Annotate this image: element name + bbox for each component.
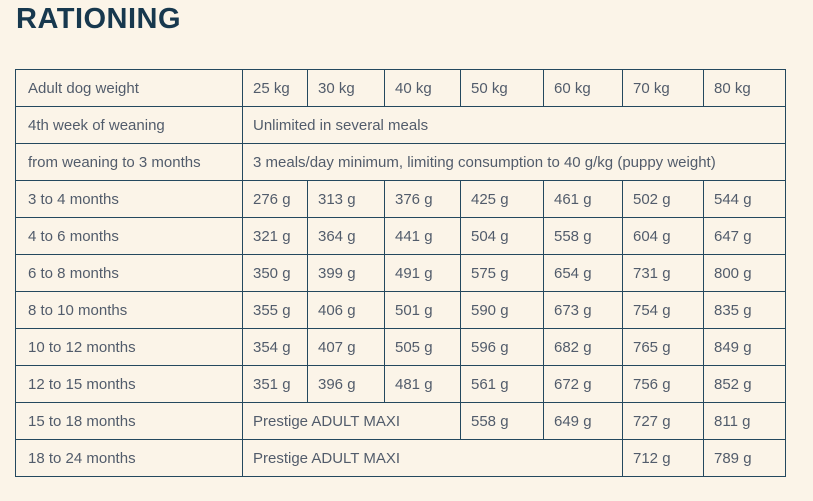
weight-header-cell: 70 kg: [622, 69, 704, 107]
ration-cell: 558 g: [543, 217, 623, 255]
product-cell: Prestige ADULT MAXI: [242, 439, 623, 477]
row-label: 3 to 4 months: [15, 180, 243, 218]
ration-cell: 313 g: [307, 180, 385, 218]
ration-cell: 575 g: [460, 254, 544, 292]
page-title: RATIONING: [16, 3, 182, 35]
table-row-12-to-15-months: 12 to 15 months 351 g 396 g 481 g 561 g …: [15, 365, 786, 403]
table-row-8-to-10-months: 8 to 10 months 355 g 406 g 501 g 590 g 6…: [15, 291, 786, 329]
ration-cell: 849 g: [703, 328, 786, 366]
ration-cell: 376 g: [384, 180, 461, 218]
ration-cell: 800 g: [703, 254, 786, 292]
ration-cell: 364 g: [307, 217, 385, 255]
ration-cell: 354 g: [242, 328, 308, 366]
row-label: from weaning to 3 months: [15, 143, 243, 181]
note-cell: Unlimited in several meals: [242, 106, 786, 144]
ration-cell: 461 g: [543, 180, 623, 218]
ration-cell: 647 g: [703, 217, 786, 255]
table-row-weaning-week4: 4th week of weaning Unlimited in several…: [15, 106, 786, 144]
row-label: 4th week of weaning: [15, 106, 243, 144]
product-cell: Prestige ADULT MAXI: [242, 402, 461, 440]
ration-cell: 731 g: [622, 254, 704, 292]
table-row-4-to-6-months: 4 to 6 months 321 g 364 g 441 g 504 g 55…: [15, 217, 786, 255]
weight-header-cell: 30 kg: [307, 69, 385, 107]
weight-header-cell: 40 kg: [384, 69, 461, 107]
weight-header-cell: 50 kg: [460, 69, 544, 107]
ration-cell: 765 g: [622, 328, 704, 366]
ration-cell: 596 g: [460, 328, 544, 366]
row-label: Adult dog weight: [15, 69, 243, 107]
row-label: 4 to 6 months: [15, 217, 243, 255]
row-label: 6 to 8 months: [15, 254, 243, 292]
ration-cell: 756 g: [622, 365, 704, 403]
row-label: 8 to 10 months: [15, 291, 243, 329]
ration-cell: 505 g: [384, 328, 461, 366]
ration-cell: 712 g: [622, 439, 704, 477]
table-row-18-to-24-months: 18 to 24 months Prestige ADULT MAXI 712 …: [15, 439, 786, 477]
ration-cell: 558 g: [460, 402, 544, 440]
ration-cell: 502 g: [622, 180, 704, 218]
ration-cell: 481 g: [384, 365, 461, 403]
ration-cell: 501 g: [384, 291, 461, 329]
ration-cell: 544 g: [703, 180, 786, 218]
row-label: 12 to 15 months: [15, 365, 243, 403]
ration-cell: 852 g: [703, 365, 786, 403]
ration-cell: 654 g: [543, 254, 623, 292]
ration-cell: 350 g: [242, 254, 308, 292]
table-row-header: Adult dog weight 25 kg 30 kg 40 kg 50 kg…: [15, 69, 786, 107]
table-row-10-to-12-months: 10 to 12 months 354 g 407 g 505 g 596 g …: [15, 328, 786, 366]
ration-cell: 406 g: [307, 291, 385, 329]
ration-cell: 727 g: [622, 402, 704, 440]
ration-cell: 441 g: [384, 217, 461, 255]
ration-cell: 590 g: [460, 291, 544, 329]
weight-header-cell: 80 kg: [703, 69, 786, 107]
ration-cell: 682 g: [543, 328, 623, 366]
ration-cell: 673 g: [543, 291, 623, 329]
table-row-6-to-8-months: 6 to 8 months 350 g 399 g 491 g 575 g 65…: [15, 254, 786, 292]
ration-cell: 355 g: [242, 291, 308, 329]
ration-cell: 754 g: [622, 291, 704, 329]
ration-cell: 425 g: [460, 180, 544, 218]
ration-cell: 649 g: [543, 402, 623, 440]
ration-cell: 276 g: [242, 180, 308, 218]
ration-cell: 396 g: [307, 365, 385, 403]
table-row-3-to-4-months: 3 to 4 months 276 g 313 g 376 g 425 g 46…: [15, 180, 786, 218]
row-label: 18 to 24 months: [15, 439, 243, 477]
ration-cell: 604 g: [622, 217, 704, 255]
ration-cell: 835 g: [703, 291, 786, 329]
table-row-15-to-18-months: 15 to 18 months Prestige ADULT MAXI 558 …: [15, 402, 786, 440]
weight-header-cell: 25 kg: [242, 69, 308, 107]
rationing-table: Adult dog weight 25 kg 30 kg 40 kg 50 kg…: [15, 69, 786, 477]
ration-cell: 561 g: [460, 365, 544, 403]
note-cell: 3 meals/day minimum, limiting consumptio…: [242, 143, 786, 181]
table-row-weaning-to-3-months: from weaning to 3 months 3 meals/day min…: [15, 143, 786, 181]
weight-header-cell: 60 kg: [543, 69, 623, 107]
ration-cell: 789 g: [703, 439, 786, 477]
row-label: 15 to 18 months: [15, 402, 243, 440]
ration-cell: 491 g: [384, 254, 461, 292]
ration-cell: 672 g: [543, 365, 623, 403]
ration-cell: 504 g: [460, 217, 544, 255]
ration-cell: 321 g: [242, 217, 308, 255]
ration-cell: 407 g: [307, 328, 385, 366]
ration-cell: 811 g: [703, 402, 786, 440]
ration-cell: 399 g: [307, 254, 385, 292]
ration-cell: 351 g: [242, 365, 308, 403]
row-label: 10 to 12 months: [15, 328, 243, 366]
